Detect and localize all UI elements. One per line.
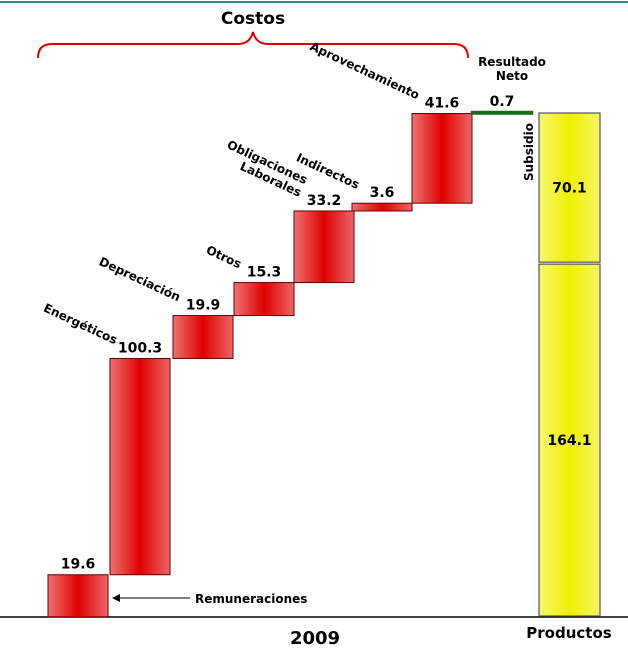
stack-bar bbox=[538, 263, 601, 617]
value-label: 164.1 bbox=[547, 433, 591, 449]
category-label: ObligacionesLaborales bbox=[219, 138, 310, 200]
group-label: Costos bbox=[221, 9, 285, 29]
value-label: 19.6 bbox=[61, 557, 96, 573]
pointer-head bbox=[112, 594, 120, 602]
value-label: 15.3 bbox=[247, 265, 282, 281]
bar bbox=[172, 315, 234, 359]
value-label: 33.2 bbox=[307, 193, 342, 209]
value-label: 41.6 bbox=[425, 96, 460, 112]
brace bbox=[37, 31, 469, 59]
stack-bar bbox=[538, 112, 601, 263]
bar bbox=[47, 574, 109, 618]
value-label: 70.1 bbox=[552, 181, 587, 197]
category-label: Otros bbox=[204, 243, 244, 271]
bar bbox=[109, 357, 171, 576]
bar bbox=[411, 113, 473, 204]
stack-label: Productos bbox=[526, 624, 611, 642]
value-label: 19.9 bbox=[186, 298, 221, 314]
bar bbox=[293, 210, 355, 284]
category-label: Energéticos bbox=[41, 301, 119, 347]
bar bbox=[233, 282, 295, 317]
value-label: 100.3 bbox=[118, 340, 162, 356]
category-label: Aprovechamiento bbox=[308, 39, 422, 102]
value-label: 3.6 bbox=[370, 185, 395, 201]
category-label: Depreciación bbox=[97, 254, 183, 304]
x-label: 2009 bbox=[290, 628, 340, 649]
value-label: 0.7 bbox=[490, 94, 515, 110]
category-label: Resultado Neto bbox=[478, 55, 546, 83]
stack-category-label: Subsidio bbox=[522, 123, 536, 181]
bar bbox=[351, 202, 413, 212]
bar bbox=[470, 110, 534, 115]
category-label: Remuneraciones bbox=[195, 592, 307, 606]
